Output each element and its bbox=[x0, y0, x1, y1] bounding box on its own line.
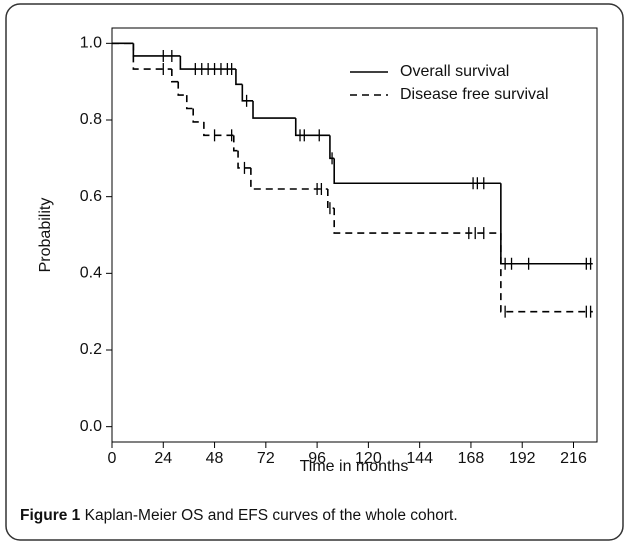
caption: Figure 1 Kaplan-Meier OS and EFS curves … bbox=[20, 507, 458, 524]
survival-step bbox=[203, 121, 234, 137]
y-tick-label: 0.8 bbox=[80, 111, 102, 128]
survival-step bbox=[237, 150, 251, 169]
survival-step bbox=[185, 95, 194, 110]
x-tick-label: 216 bbox=[560, 450, 587, 467]
x-tick-label: 168 bbox=[458, 450, 485, 467]
survival-step bbox=[177, 81, 187, 96]
survival-step bbox=[132, 43, 172, 70]
survival-step bbox=[333, 208, 501, 234]
x-tick-label: 24 bbox=[154, 450, 172, 467]
survival-step bbox=[179, 55, 236, 70]
legend-label: Disease free survival bbox=[400, 86, 549, 103]
survival-step bbox=[171, 69, 179, 83]
y-tick-label: 0.6 bbox=[80, 188, 102, 205]
x-tick-label: 120 bbox=[355, 450, 382, 467]
x-tick-label: 0 bbox=[108, 450, 117, 467]
survival-step bbox=[192, 108, 204, 123]
survival-step bbox=[232, 135, 239, 152]
y-tick-label: 0.0 bbox=[80, 418, 102, 435]
survival-step bbox=[252, 100, 296, 119]
x-tick-label: 144 bbox=[406, 450, 433, 467]
survival-step bbox=[235, 69, 243, 86]
caption-text: Kaplan-Meier OS and EFS curves of the wh… bbox=[85, 507, 458, 524]
survival-step bbox=[241, 84, 254, 102]
x-axis-title: Time in months bbox=[300, 458, 409, 475]
survival-step bbox=[294, 118, 330, 137]
survival-step bbox=[132, 43, 181, 57]
x-tick-label: 72 bbox=[257, 450, 275, 467]
y-tick-label: 0.4 bbox=[80, 265, 102, 282]
x-tick-label: 192 bbox=[509, 450, 536, 467]
x-tick-label: 96 bbox=[308, 450, 326, 467]
survival-step bbox=[333, 158, 501, 185]
y-tick-label: 1.0 bbox=[80, 35, 102, 52]
y-tick-label: 0.2 bbox=[80, 341, 102, 358]
survival-step bbox=[250, 167, 328, 190]
plot-frame bbox=[111, 27, 598, 443]
survival-step bbox=[329, 135, 335, 160]
survival-step bbox=[500, 233, 593, 313]
figure-border bbox=[5, 3, 624, 541]
survival-step bbox=[500, 183, 593, 265]
y-axis-title: Probability bbox=[37, 198, 54, 273]
x-tick-label: 48 bbox=[206, 450, 224, 467]
legend-label: Overall survival bbox=[400, 63, 509, 80]
caption-label: Figure 1 bbox=[20, 507, 81, 524]
survival-step bbox=[326, 189, 335, 209]
